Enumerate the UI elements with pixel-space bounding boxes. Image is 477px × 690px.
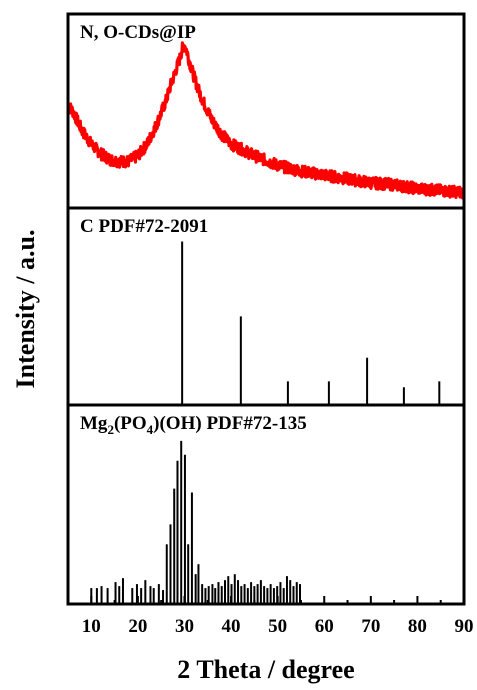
x-tick-label: 10 bbox=[82, 616, 101, 637]
y-axis-label: Intensity / a.u. bbox=[11, 230, 40, 389]
xrd-trace-line bbox=[66, 41, 466, 200]
x-tick-label: 80 bbox=[408, 616, 427, 637]
plot-frame bbox=[66, 12, 466, 606]
x-tick-label: 60 bbox=[315, 616, 334, 637]
x-tick-label: 20 bbox=[128, 616, 147, 637]
x-tick-label: 30 bbox=[175, 616, 194, 637]
x-tick-label: 90 bbox=[455, 616, 474, 637]
x-tick-label: 40 bbox=[222, 616, 241, 637]
x-axis-label: 2 Theta / degree bbox=[177, 655, 354, 684]
panel-label: Mg2(PO4)(OH) PDF#72-135 bbox=[80, 413, 307, 437]
x-tick-label: 70 bbox=[361, 616, 380, 637]
x-tick-label: 50 bbox=[268, 616, 287, 637]
panel-label: C PDF#72-2091 bbox=[80, 216, 208, 237]
panel-label: N, O-CDs@IP bbox=[80, 22, 196, 43]
